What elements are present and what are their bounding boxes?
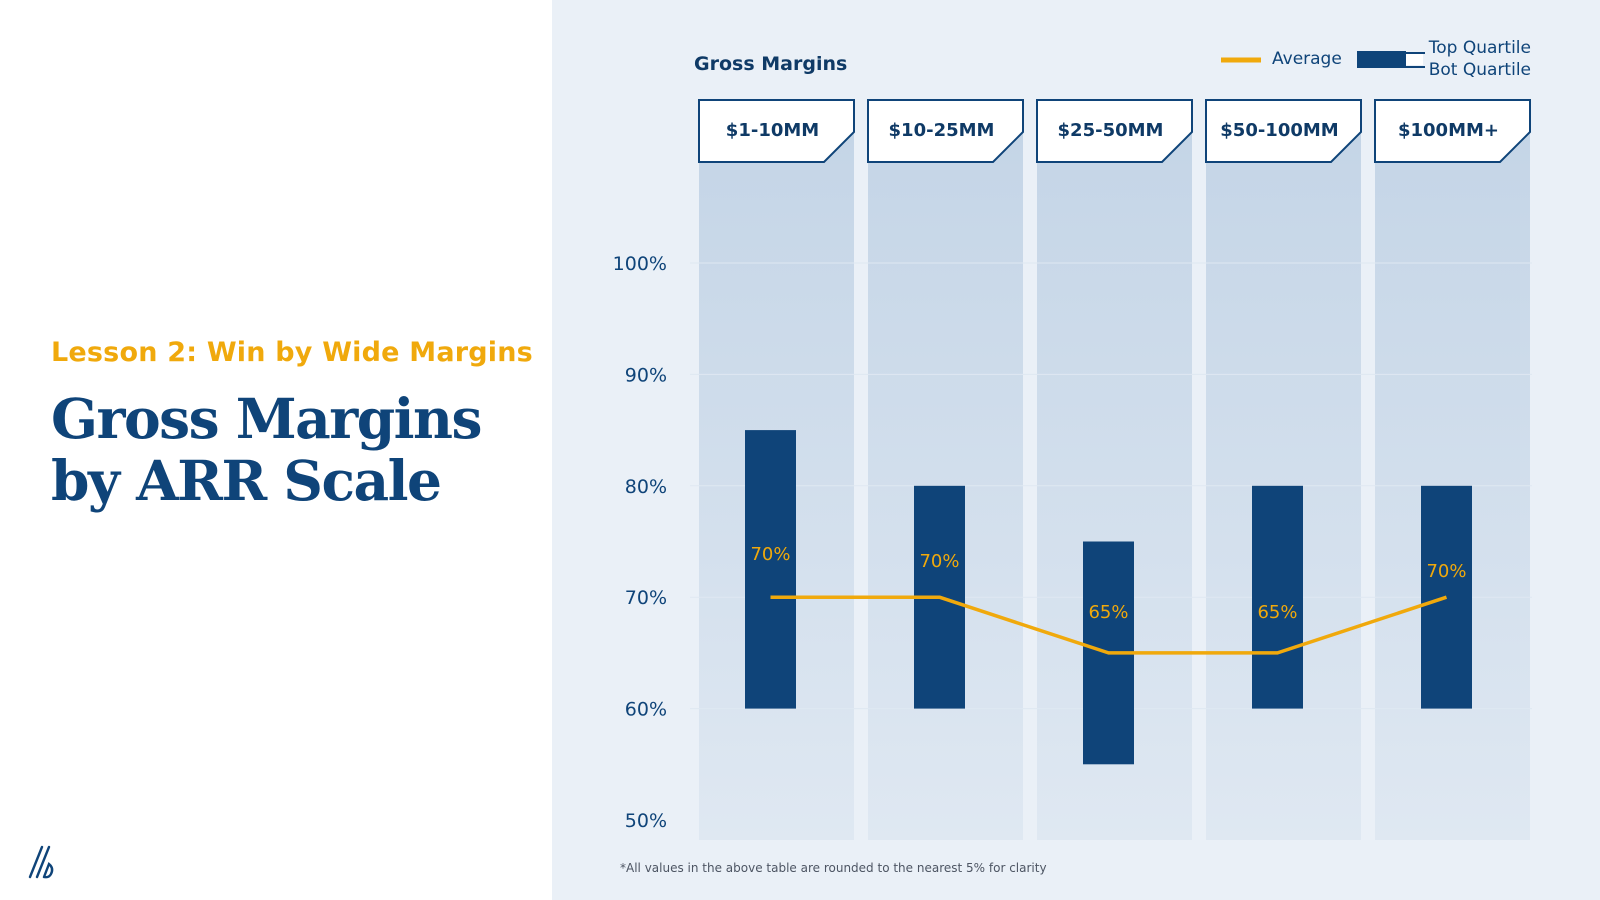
legend-top-label: Top Quartile — [1428, 38, 1531, 58]
category-label: $1-10MM — [726, 120, 819, 141]
average-data-label: 65% — [1088, 602, 1128, 623]
average-data-label: 70% — [919, 551, 959, 572]
legend-average-label: Average — [1272, 49, 1342, 69]
legend-quartile-swatch — [1357, 51, 1406, 68]
category-tag — [1374, 99, 1531, 163]
page-title-line-2: by ARR Scale — [51, 448, 442, 513]
category-column — [868, 100, 1023, 840]
category-column — [1206, 100, 1361, 840]
y-tick-label: 60% — [625, 699, 667, 721]
category-label: $25-50MM — [1058, 120, 1164, 141]
category-tag — [1036, 99, 1193, 163]
quartile-bar — [1421, 485, 1472, 709]
brand-slash-logo-icon — [28, 845, 54, 879]
average-data-label: 70% — [1426, 561, 1466, 582]
category-label: $50-100MM — [1220, 120, 1338, 141]
y-tick-label: 50% — [625, 810, 667, 832]
footnote: *All values in the above table are round… — [620, 861, 1047, 875]
category-tag — [698, 99, 855, 163]
quartile-bar — [1252, 485, 1303, 709]
y-tick-label: 70% — [625, 587, 667, 609]
y-tick-label: 80% — [625, 476, 667, 498]
y-tick-label: 90% — [625, 364, 667, 386]
page-title-line-1: Gross Margins — [51, 386, 483, 451]
category-label: $10-25MM — [889, 120, 995, 141]
left-panel: Lesson 2: Win by Wide Margins Gross Marg… — [0, 0, 552, 900]
category-tag — [1205, 99, 1362, 163]
average-data-label: 65% — [1257, 602, 1297, 623]
lesson-label: Lesson 2: Win by Wide Margins — [51, 337, 533, 368]
average-data-label: 70% — [750, 544, 790, 565]
category-label: $100MM+ — [1398, 120, 1499, 141]
y-tick-label: 100% — [613, 253, 667, 275]
page-title: Gross Margins by ARR Scale — [51, 386, 483, 513]
legend-bottom-label: Bot Quartile — [1429, 60, 1531, 80]
average-line — [770, 595, 1448, 655]
category-tag — [867, 99, 1024, 163]
legend-quartile-swatch-cap — [1406, 54, 1423, 65]
chart-title: Gross Margins — [694, 53, 847, 75]
quartile-bar — [745, 430, 796, 709]
category-column — [1375, 100, 1530, 840]
